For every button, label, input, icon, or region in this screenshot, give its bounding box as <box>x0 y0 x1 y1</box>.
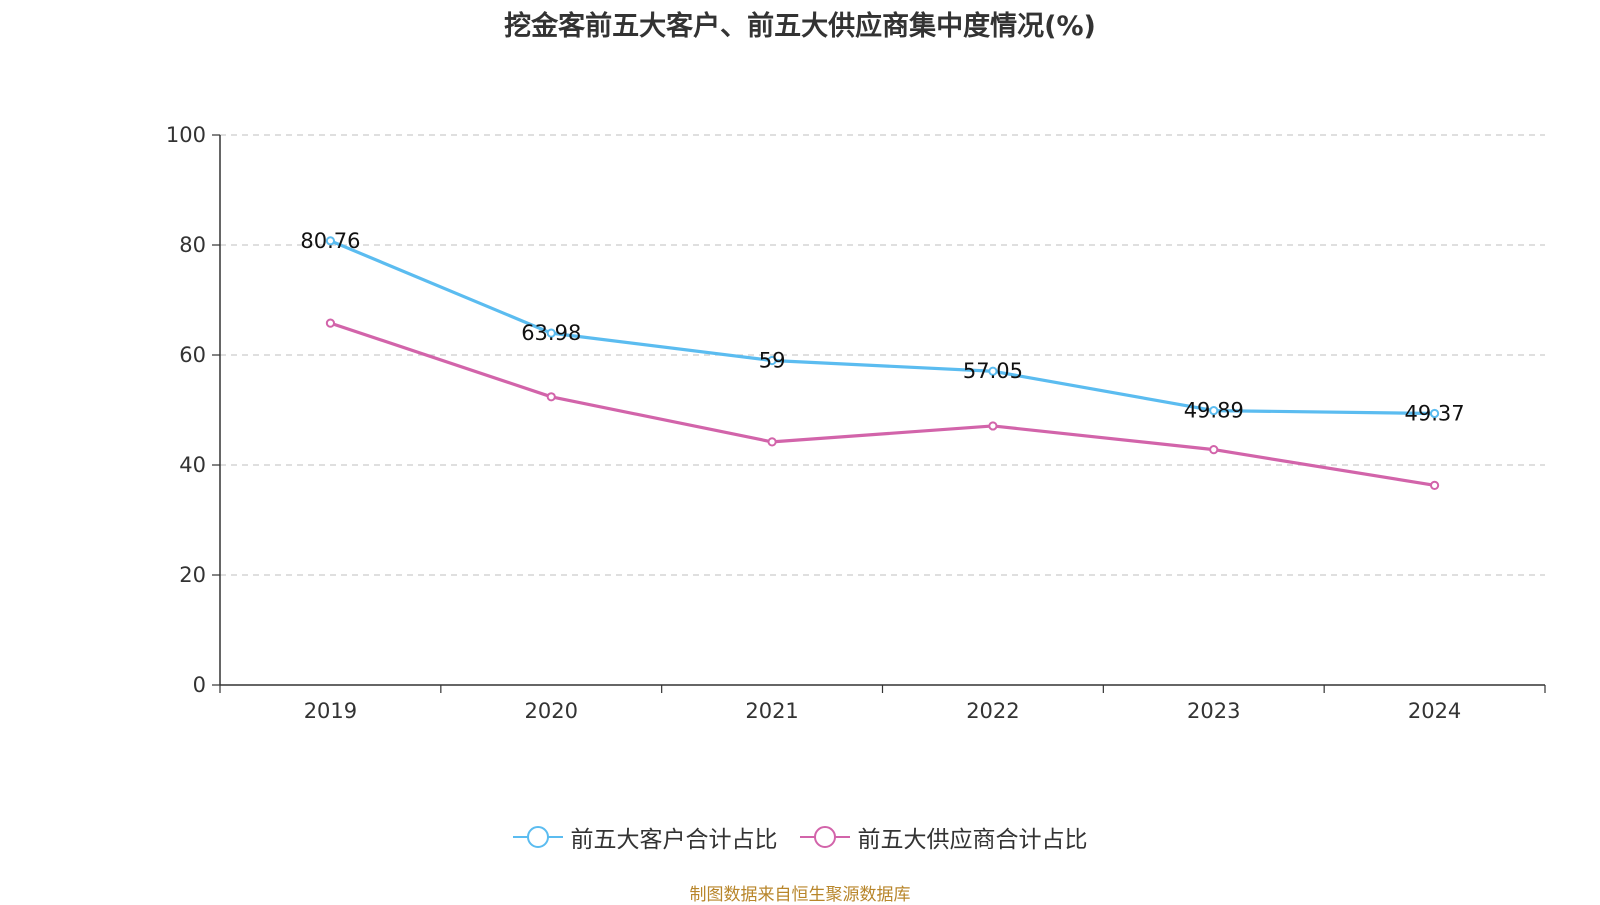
data-point <box>546 328 556 338</box>
data-point <box>1429 480 1440 490</box>
legend: 前五大客户合计占比 前五大供应商合计占比 <box>0 820 1600 854</box>
grid-lines <box>220 134 1545 576</box>
y-tick-label: 0 <box>193 673 206 697</box>
x-tick-label: 2024 <box>1408 699 1461 723</box>
data-label: 80.76 <box>300 229 360 253</box>
data-label: 49.37 <box>1405 401 1465 425</box>
legend-label: 前五大供应商合计占比 <box>857 827 1088 853</box>
y-tick-label: 100 <box>166 123 206 147</box>
y-tick-label: 20 <box>179 563 206 587</box>
x-tick-label: 2023 <box>1187 699 1240 723</box>
line-chart: 0 20 40 60 80 100 2019 2020 2021 2022 2023 2024 80.… <box>166 123 1546 723</box>
legend-item-suppliers[interactable]: 前五大供应商合计占比 <box>799 820 1088 854</box>
series-line-0 <box>329 239 1435 416</box>
y-tick-label: 60 <box>179 343 206 367</box>
series-line-1 <box>329 321 1435 487</box>
data-label: 59 <box>759 349 786 373</box>
x-tick-label: 2022 <box>966 699 1019 723</box>
source-note: 制图数据来自恒生聚源数据库 <box>689 885 911 905</box>
data-point <box>1209 406 1219 416</box>
data-label: 49.89 <box>1184 399 1244 423</box>
x-tick-label: 2020 <box>525 699 578 723</box>
data-point <box>325 318 336 328</box>
y-tick-label: 40 <box>179 453 206 477</box>
legend-label: 前五大客户合计占比 <box>570 827 778 853</box>
y-tick-label: 80 <box>179 233 206 257</box>
data-point <box>988 366 998 376</box>
series-lines <box>325 236 1440 490</box>
data-point <box>546 392 556 402</box>
data-point <box>1429 408 1440 419</box>
data-point <box>767 437 777 447</box>
data-point <box>988 421 998 431</box>
data-labels: 80.76 63.98 59 57.05 49.89 49.37 <box>300 229 1464 426</box>
data-label: 63.98 <box>521 321 581 345</box>
chart-title: 挖金客前五大客户、前五大供应商集中度情况(%) <box>504 11 1096 42</box>
data-point <box>1209 445 1219 455</box>
legend-line-circle-icon <box>512 826 563 848</box>
legend-item-customers[interactable]: 前五大客户合计占比 <box>512 820 778 854</box>
x-tick-label: 2021 <box>745 699 798 723</box>
data-point <box>767 355 777 366</box>
data-label: 57.05 <box>963 359 1023 383</box>
data-point <box>325 236 336 246</box>
x-tick-label: 2019 <box>304 699 357 723</box>
axes: 0 20 40 60 80 100 2019 2020 2021 2022 2023 2024 <box>166 123 1546 723</box>
legend-line-circle-icon <box>799 826 850 848</box>
